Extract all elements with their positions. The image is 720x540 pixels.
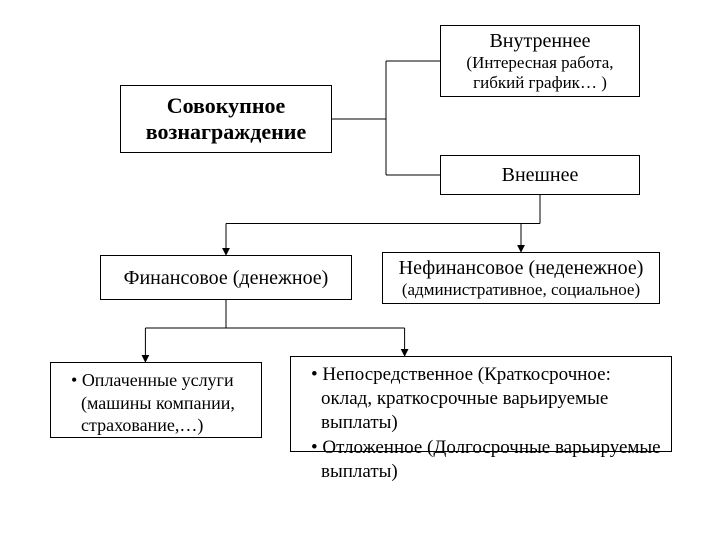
node-external-title: Внешнее [502,163,579,187]
node-internal-subtitle: (Интересная работа, гибкий график… ) [449,53,631,94]
node-financial-title: Финансовое (денежное) [124,266,329,290]
node-paid-services: Оплаченные услуги (машины компании, стра… [50,362,262,438]
list-item: Непосредственное (Краткосрочное: оклад, … [311,363,663,434]
node-direct-deferred: Непосредственное (Краткосрочное: оклад, … [290,356,672,452]
list-item: Отложенное (Долгосрочные варьируемые вып… [311,436,663,484]
node-root: Совокупное вознаграждение [120,85,332,153]
node-internal: Внутреннее (Интересная работа, гибкий гр… [440,25,640,97]
node-paid-services-list: Оплаченные услуги (машины компании, стра… [59,369,253,437]
node-financial: Финансовое (денежное) [100,255,352,300]
node-external: Внешнее [440,155,640,195]
list-item: Оплаченные услуги (машины компании, стра… [71,369,253,437]
node-nonfinancial-title: Нефинансовое (неденежное) [399,256,644,280]
node-direct-deferred-list: Непосредственное (Краткосрочное: оклад, … [299,363,663,484]
diagram-stage: Совокупное вознаграждение Внутреннее (Ин… [0,0,720,540]
node-nonfinancial-subtitle: (административное, социальное) [402,280,640,300]
node-nonfinancial: Нефинансовое (неденежное) (административ… [382,252,660,304]
node-root-title: Совокупное вознаграждение [129,93,323,146]
node-internal-title: Внутреннее [489,29,590,53]
